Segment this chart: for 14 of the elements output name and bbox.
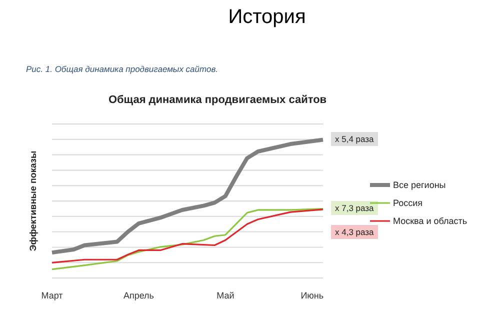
legend-label: Все регионы bbox=[393, 180, 446, 190]
y-axis-title: Эффективные показы bbox=[28, 150, 38, 252]
chart-title: Общая динамика продвигаемых сайтов bbox=[107, 94, 328, 106]
x-tick-label: Май bbox=[216, 290, 234, 300]
text: Рис. 1. Общая динамика продвигаемых сайтов. bbox=[26, 64, 218, 74]
text: История bbox=[227, 6, 307, 29]
text: x 4,3 раза bbox=[331, 224, 378, 239]
text: x 7,3 раза bbox=[331, 200, 378, 215]
x-tick-label: Апрель bbox=[123, 290, 154, 300]
legend-label: Москва и область bbox=[393, 216, 468, 226]
legend-label: Россия bbox=[393, 198, 423, 208]
x-tick-label: Июнь bbox=[300, 290, 324, 300]
text: x 5,4 раза bbox=[331, 132, 378, 146]
x-tick-label: Март bbox=[41, 290, 63, 300]
